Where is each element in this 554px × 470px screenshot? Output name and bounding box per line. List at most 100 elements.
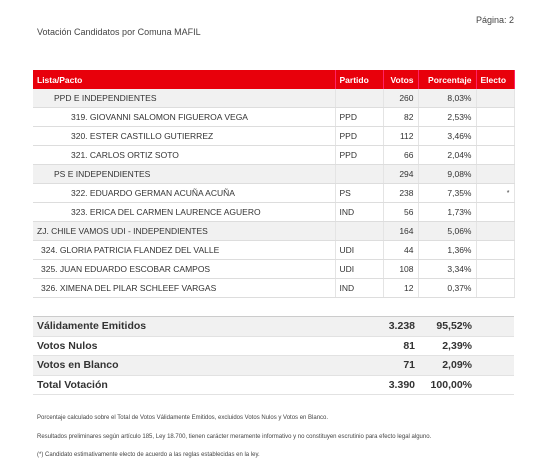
- name-cell: 324. GLORIA PATRICIA FLANDEZ DEL VALLE: [33, 240, 336, 260]
- percent-cell: 3,34%: [418, 259, 477, 279]
- name-cell: 326. XIMENA DEL PILAR SCHLEEF VARGAS: [33, 278, 336, 298]
- candidate-row: 321. CARLOS ORTIZ SOTO PPD 66 2,04%: [33, 145, 515, 165]
- column-header: Electo: [476, 70, 515, 89]
- summary-percent: 2,09%: [419, 355, 476, 376]
- party-cell: [335, 164, 384, 184]
- votes-cell: 12: [383, 278, 419, 298]
- percent-cell: 8,03%: [418, 89, 477, 108]
- elected-cell: [476, 145, 515, 165]
- party-cell: PPD: [335, 126, 384, 146]
- name-cell: ZJ. CHILE VAMOS UDI - INDEPENDIENTES: [33, 221, 336, 241]
- votes-cell: 56: [383, 202, 419, 222]
- summary-row: Total Votación 3.390 100,00%: [33, 375, 514, 395]
- summary-row: Válidamente Emitidos 3.238 95,52%: [33, 316, 514, 337]
- name-cell: 319. GIOVANNI SALOMON FIGUEROA VEGA: [33, 107, 336, 127]
- elected-cell: [476, 164, 515, 184]
- votes-cell: 294: [383, 164, 419, 184]
- summary-empty: [476, 375, 514, 395]
- summary-row: Votos en Blanco 71 2,09%: [33, 355, 514, 376]
- votes-cell: 82: [383, 107, 419, 127]
- votes-cell: 238: [383, 183, 419, 203]
- page-number: Página: 2: [475, 15, 514, 25]
- summary-label: Votos en Blanco: [33, 355, 373, 376]
- percent-cell: 7,35%: [418, 183, 477, 203]
- name-cell: 323. ERICA DEL CARMEN LAURENCE AGUERO: [33, 202, 336, 222]
- footnote: (*) Candidato estimativamente electo de …: [37, 452, 260, 458]
- summary-table: Válidamente Emitidos 3.238 95,52% Votos Nul…: [33, 316, 514, 395]
- pact-row: PPD E INDEPENDIENTES 260 8,03%: [33, 89, 515, 108]
- candidate-row: 322. EDUARDO GERMAN ACUÑA ACUÑA PS 238 7,35…: [33, 183, 515, 203]
- elected-cell: *: [476, 183, 515, 203]
- name-cell: 325. JUAN EDUARDO ESCOBAR CAMPOS: [33, 259, 336, 279]
- pact-row: PS E INDEPENDIENTES 294 9,08%: [33, 164, 515, 184]
- summary-empty: [476, 355, 514, 376]
- party-cell: IND: [335, 202, 384, 222]
- party-cell: PPD: [335, 107, 384, 127]
- name-cell: 322. EDUARDO GERMAN ACUÑA ACUÑA: [33, 183, 336, 203]
- summary-empty: [476, 336, 514, 356]
- elected-cell: [476, 107, 515, 127]
- elected-cell: [476, 221, 515, 241]
- percent-cell: 0,37%: [418, 278, 477, 298]
- elected-cell: [476, 278, 515, 298]
- percent-cell: 2,53%: [418, 107, 477, 127]
- party-cell: [335, 221, 384, 241]
- party-cell: UDI: [335, 259, 384, 279]
- votes-cell: 260: [383, 89, 419, 108]
- summary-row: Votos Nulos 81 2,39%: [33, 336, 514, 356]
- summary-percent: 2,39%: [419, 336, 476, 356]
- candidate-row: 325. JUAN EDUARDO ESCOBAR CAMPOS UDI 108 3,…: [33, 259, 515, 279]
- candidate-row: 323. ERICA DEL CARMEN LAURENCE AGUERO IND…: [33, 202, 515, 222]
- percent-cell: 9,08%: [418, 164, 477, 184]
- summary-percent: 100,00%: [419, 375, 476, 395]
- candidate-row: 320. ESTER CASTILLO GUTIERREZ PPD 112 3,46%: [33, 126, 515, 146]
- party-cell: IND: [335, 278, 384, 298]
- party-cell: PS: [335, 183, 384, 203]
- party-cell: PPD: [335, 145, 384, 165]
- summary-empty: [476, 316, 514, 337]
- results-table: Lista/Pacto Partido Votos Porcentaje Electo …: [33, 70, 515, 298]
- summary-label: Total Votación: [33, 375, 373, 395]
- party-cell: [335, 89, 384, 108]
- summary-votes: 3.390: [373, 375, 419, 395]
- percent-cell: 5,06%: [418, 221, 477, 241]
- summary-label: Votos Nulos: [33, 336, 373, 356]
- name-cell: PS E INDEPENDIENTES: [33, 164, 336, 184]
- party-cell: UDI: [335, 240, 384, 260]
- header-row: Lista/Pacto Partido Votos Porcentaje Electo: [33, 70, 515, 89]
- votes-cell: 44: [383, 240, 419, 260]
- summary-votes: 3.238: [373, 316, 419, 337]
- candidate-row: 326. XIMENA DEL PILAR SCHLEEF VARGAS IND 1…: [33, 278, 515, 298]
- elected-cell: [476, 126, 515, 146]
- summary-votes: 81: [373, 336, 419, 356]
- pact-row: ZJ. CHILE VAMOS UDI - INDEPENDIENTES 164 5…: [33, 221, 515, 241]
- summary-votes: 71: [373, 355, 419, 376]
- votes-cell: 108: [383, 259, 419, 279]
- name-cell: 321. CARLOS ORTIZ SOTO: [33, 145, 336, 165]
- summary-percent: 95,52%: [419, 316, 476, 337]
- elected-cell: [476, 202, 515, 222]
- elected-cell: [476, 259, 515, 279]
- votes-cell: 164: [383, 221, 419, 241]
- summary-label: Válidamente Emitidos: [33, 316, 373, 337]
- percent-cell: 1,73%: [418, 202, 477, 222]
- name-cell: PPD E INDEPENDIENTES: [33, 89, 336, 108]
- percent-cell: 2,04%: [418, 145, 477, 165]
- column-header: Votos: [383, 70, 419, 89]
- candidate-row: 319. GIOVANNI SALOMON FIGUEROA VEGA PPD 82…: [33, 107, 515, 127]
- column-header: Partido: [335, 70, 384, 89]
- footnote: Porcentaje calculado sobre el Total de V…: [37, 415, 329, 421]
- column-header: Porcentaje: [418, 70, 477, 89]
- votes-cell: 112: [383, 126, 419, 146]
- percent-cell: 3,46%: [418, 126, 477, 146]
- elected-cell: [476, 89, 515, 108]
- votes-cell: 66: [383, 145, 419, 165]
- column-header: Lista/Pacto: [33, 70, 336, 89]
- percent-cell: 1,36%: [418, 240, 477, 260]
- candidate-row: 324. GLORIA PATRICIA FLANDEZ DEL VALLE UD…: [33, 240, 515, 260]
- name-cell: 320. ESTER CASTILLO GUTIERREZ: [33, 126, 336, 146]
- report-title: Votación Candidatos por Comuna MAFIL: [37, 27, 201, 37]
- elected-cell: [476, 240, 515, 260]
- footnote: Resultados preliminares según artículo 1…: [37, 434, 432, 440]
